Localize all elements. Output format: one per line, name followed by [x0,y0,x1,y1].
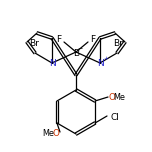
Text: F: F [56,35,62,43]
Text: Me: Me [113,93,125,102]
Text: Me: Me [42,130,54,138]
Text: Cl: Cl [111,112,119,121]
Text: N: N [49,59,55,69]
Text: F: F [90,35,96,43]
Text: O: O [53,130,59,138]
Text: B: B [73,48,79,57]
Text: Br: Br [113,38,123,47]
Text: O: O [109,93,115,102]
Text: Br: Br [29,38,39,47]
Text: +: + [103,57,109,62]
Text: −: − [77,45,83,50]
Text: N: N [97,59,103,69]
